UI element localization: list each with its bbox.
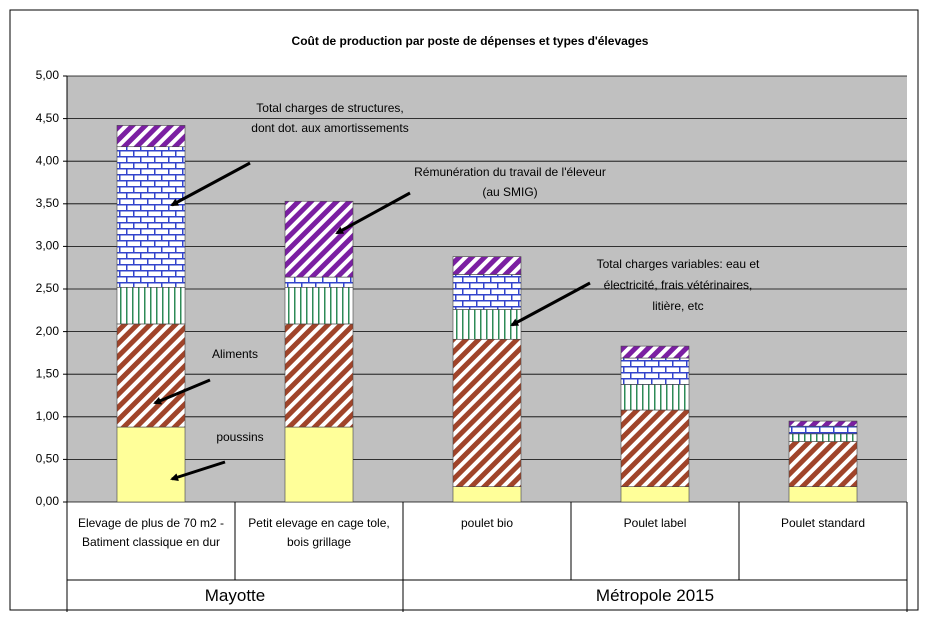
x-tick-label: Elevage de plus de 70 m2 - Batiment clas… — [77, 516, 225, 549]
bar-segment — [116, 426, 186, 503]
bar-segment — [284, 276, 354, 288]
frame — [9, 9, 919, 611]
bar-segment — [116, 323, 186, 428]
bar-segment — [620, 384, 690, 411]
y-tick-label: 4,50 — [36, 111, 60, 125]
y-tick-label: 5,00 — [36, 68, 60, 82]
plot-area: 0,00 0,50 1,00 1,50 2,00 2,50 3,00 3,50 4,00 4,50… — [36, 68, 908, 612]
arrow — [510, 281, 591, 327]
y-tick-label: 4,00 — [36, 153, 60, 167]
bar-segment — [116, 286, 186, 325]
bar-segment — [788, 433, 858, 442]
arrow — [170, 161, 251, 207]
bar-segment — [284, 200, 354, 278]
bar-segment — [620, 486, 690, 503]
y-tick-label: 2,00 — [36, 324, 60, 338]
bar-segment — [116, 125, 186, 148]
bar-segment — [788, 441, 858, 487]
bar-segment — [284, 323, 354, 428]
bar-segment — [116, 146, 186, 288]
x-tick-label: poulet bio — [460, 516, 514, 530]
bar-segment — [620, 409, 690, 487]
x-tick-label: Poulet label — [623, 516, 687, 530]
bar-segment — [788, 486, 858, 503]
bar-segment — [452, 309, 522, 340]
bar-segment — [620, 345, 690, 359]
bar-segment — [452, 274, 522, 310]
annotation: Total charges variables: eau et électric… — [596, 257, 760, 313]
group-label: Mayotte — [204, 586, 266, 605]
bar-segment — [452, 256, 522, 275]
bar-segment — [284, 286, 354, 325]
y-tick-label: 2,50 — [36, 281, 60, 295]
y-tick-label: 3,50 — [36, 196, 60, 210]
y-tick-label: 3,00 — [36, 239, 60, 253]
annotation: Rémunération du travail de l'éleveur (au… — [414, 165, 606, 199]
bar-segment — [284, 426, 354, 503]
arrow — [335, 191, 411, 235]
y-tick-label: 1,50 — [36, 366, 60, 380]
annotation: Aliments — [211, 347, 258, 361]
arrow — [153, 378, 211, 405]
group-label: Métropole 2015 — [595, 586, 715, 605]
x-tick-label: Poulet standard — [780, 516, 866, 530]
chart-title: Coût de production par poste de dépenses… — [292, 34, 649, 48]
arrow — [170, 460, 226, 481]
bar-segment — [788, 420, 858, 427]
y-tick-label: 1,00 — [36, 409, 60, 423]
bar-segment — [452, 486, 522, 503]
annotation: poussins — [216, 430, 264, 444]
annotation: Total charges de structures, dont dot. a… — [251, 101, 409, 135]
x-tick-label: Petit elevage en cage tole, bois grillag… — [248, 516, 390, 549]
arrows — [153, 161, 591, 481]
y-tick-label: 0,00 — [36, 494, 60, 508]
bar-segment — [788, 425, 858, 435]
y-tick-label: 0,50 — [36, 452, 60, 466]
bar-segment — [620, 357, 690, 385]
bar-segment — [452, 338, 522, 487]
